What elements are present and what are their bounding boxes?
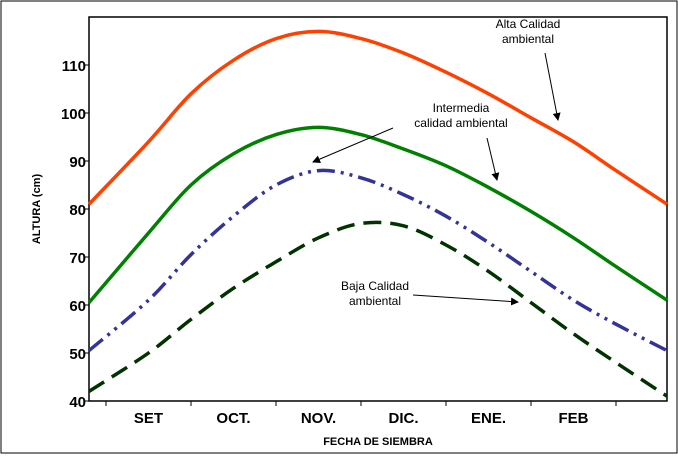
annotation-text: calidad ambiental — [414, 116, 507, 130]
annotation-arrow — [412, 294, 519, 306]
x-tick-label: SET — [134, 410, 163, 427]
x-axis-ticks: SET OCT. NOV. DIC. ENE. FEB — [105, 401, 617, 427]
y-tick-label: 80 — [69, 202, 86, 219]
annotation-text: Baja Calidad — [341, 279, 409, 293]
x-tick-label: OCT. — [216, 410, 250, 427]
series-layer — [87, 29, 668, 398]
x-tick-label: ENE. — [471, 410, 506, 427]
x-tick-label: NOV. — [301, 410, 336, 427]
series-line-2 — [87, 168, 668, 353]
series-line-3 — [88, 220, 668, 398]
series-line-1 — [87, 125, 668, 304]
y-tick-label: 40 — [69, 394, 86, 411]
annotation-text: ambiental — [349, 294, 401, 308]
annotation-arrow — [486, 137, 500, 181]
y-tick-label: 110 — [62, 58, 86, 75]
y-tick-label: 100 — [61, 106, 86, 123]
x-tick-label: FEB — [559, 410, 589, 427]
series-line-0 — [87, 29, 668, 206]
y-tick-label: 70 — [69, 250, 86, 267]
x-tick-label: DIC. — [389, 410, 419, 427]
annotation-arrow — [312, 127, 394, 163]
y-tick-label: 90 — [69, 154, 86, 171]
y-tick-label: 50 — [69, 346, 86, 363]
y-axis-label: ALTURA (cm) — [31, 174, 43, 245]
y-axis-ticks: 40 50 60 70 80 90 100 110 — [61, 58, 89, 411]
y-tick-label: 60 — [69, 298, 86, 315]
annotation-arrow — [544, 52, 561, 121]
annotation-text: Intermedia — [433, 101, 490, 115]
x-axis-label: FECHA DE SIEMBRA — [323, 436, 433, 448]
annotation-text: Alta Calidad — [496, 17, 561, 31]
annotation-text: ambiental — [502, 32, 554, 46]
